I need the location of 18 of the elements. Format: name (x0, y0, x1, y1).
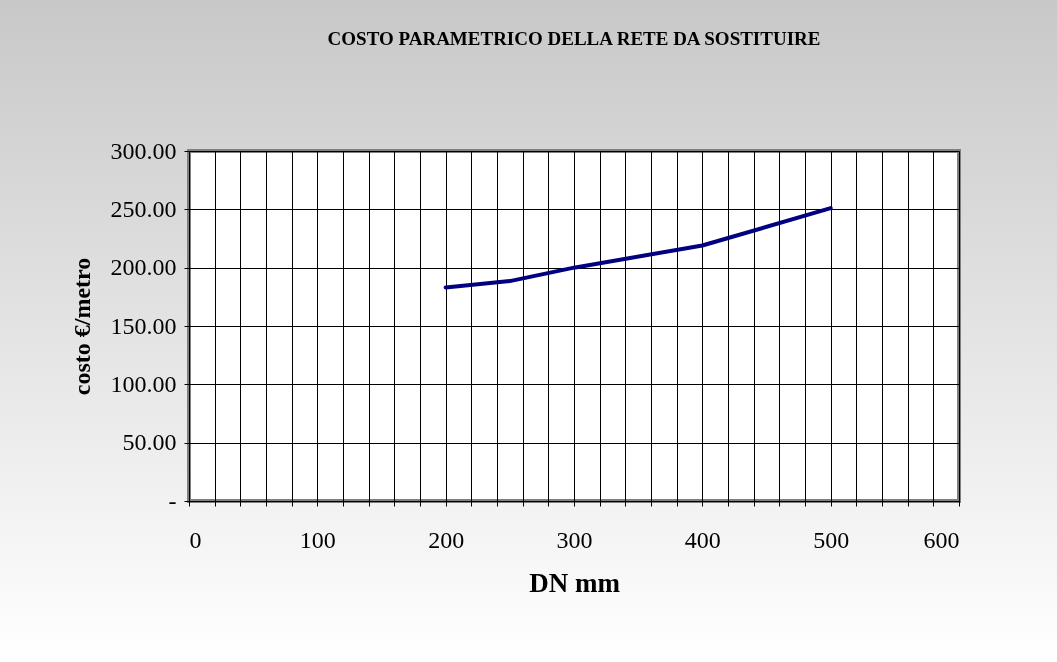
y-tick-label: 50.00 (122, 429, 177, 456)
chart-title: COSTO PARAMETRICO DELLA RETE DA SOSTITUIRE (327, 28, 821, 49)
x-tick-label: 200 (428, 526, 465, 553)
line-series (443, 206, 833, 290)
y-tick-label: 100.00 (110, 370, 177, 397)
x-tick-label: 300 (556, 526, 593, 553)
x-tick-label: 100 (299, 526, 336, 553)
x-tick-label: 500 (813, 526, 850, 553)
x-tick-label: 0 (189, 526, 202, 553)
y-tick-label: 300.00 (110, 137, 177, 164)
y-tick-label: - (168, 487, 177, 514)
x-tick-label: 400 (684, 526, 721, 553)
x-tick-label: 600 (923, 526, 960, 553)
x-axis-title: DN mm (529, 567, 621, 598)
y-tick-label: 250.00 (110, 195, 177, 222)
y-axis-title: costo €/metro (68, 257, 95, 396)
y-tick-label: 200.00 (110, 254, 177, 281)
y-tick-label: 150.00 (110, 312, 177, 339)
